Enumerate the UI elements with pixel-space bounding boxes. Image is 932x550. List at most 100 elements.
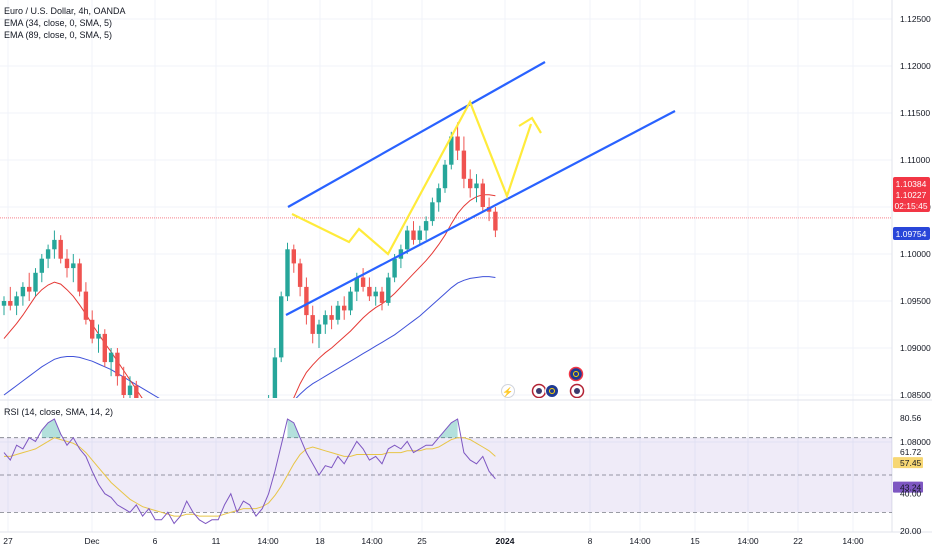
time-tick-label: Dec (84, 536, 100, 546)
channel-lower-line[interactable] (285, 110, 676, 316)
channel-upper-line[interactable] (287, 61, 546, 208)
candle (310, 305, 315, 344)
lightning-event-icon[interactable] (501, 384, 515, 398)
price-tags: 1.10384 1.10227 02:15:45 1.09754 (893, 177, 930, 240)
candle (436, 183, 441, 212)
price-tick-label: 1.09500 (900, 296, 931, 306)
rsi-value-tag (893, 457, 923, 469)
rsi-tick-label: 80.56 (900, 413, 922, 423)
candle (373, 286, 378, 306)
ema-89-path (3, 276, 496, 398)
ema89-legend[interactable]: EMA (89, close, 0, SMA, 5) (4, 30, 113, 40)
candle (291, 244, 296, 273)
candle (71, 254, 76, 283)
ema-89-line (3, 276, 496, 398)
candle (83, 282, 89, 325)
candle (304, 277, 309, 325)
candle (279, 291, 284, 363)
price-tick-label: 1.08000 (900, 437, 931, 447)
candle (379, 286, 385, 311)
time-tick-label: 6 (153, 536, 158, 546)
time-tick-label: 25 (417, 536, 427, 546)
candle (423, 216, 429, 240)
price-tick-label: 1.12000 (900, 61, 931, 71)
eu-flag-event-icon-2[interactable] (568, 366, 584, 382)
time-tick-label: 18 (315, 536, 325, 546)
candle (285, 242, 290, 301)
eu-flag-event-icon[interactable] (545, 384, 559, 398)
time-tick-label: 14:00 (629, 536, 651, 546)
candle (367, 277, 372, 301)
candle (58, 235, 63, 264)
ema34-legend[interactable]: EMA (34, close, 0, SMA, 5) (4, 18, 113, 28)
candle (386, 272, 391, 306)
candle (405, 225, 410, 254)
candle (115, 348, 120, 386)
rsi-value-tag (893, 481, 923, 493)
candle (20, 282, 26, 306)
grid-lines (0, 0, 892, 532)
current-price-tag (893, 177, 930, 212)
price-tick-label: 1.11000 (900, 155, 930, 165)
candle (417, 225, 422, 245)
rsi-tick-label: 20.00 (900, 526, 922, 536)
candle (102, 329, 107, 367)
candle (96, 324, 101, 353)
time-tick-label: 27 (3, 536, 13, 546)
candle (64, 249, 70, 278)
candle (316, 319, 322, 348)
rsi-levels (0, 437, 892, 513)
candle (121, 366, 126, 398)
price-tick-label: 1.11500 (900, 108, 930, 118)
candle (134, 380, 139, 398)
rsi-legend[interactable]: RSI (14, close, SMA, 14, 2) (4, 407, 114, 417)
candle (442, 160, 448, 193)
candle (272, 348, 278, 398)
event-icons[interactable]: ⚡ (501, 366, 585, 399)
rsi-tick-label: 43.24 (900, 483, 922, 493)
svg-text:⚡: ⚡ (502, 386, 513, 398)
candle (342, 296, 347, 320)
price-tick-label: 1.09000 (900, 343, 931, 353)
time-tick-label: 14:00 (361, 536, 383, 546)
price-tick-label: 1.08500 (900, 390, 931, 400)
time-tick-label: 2024 (496, 536, 515, 546)
candle (335, 301, 341, 325)
time-tick-label: 11 (212, 536, 221, 546)
candle (468, 169, 473, 198)
time-tick-label: 14:00 (257, 536, 279, 546)
rsi-overbought-fill (41, 419, 458, 438)
rsi-tick-label: 40.00 (900, 489, 922, 499)
price-tick-label: 1.12500 (900, 14, 931, 24)
time-tick-label: 22 (793, 536, 803, 546)
time-axis[interactable]: 27 Dec 6 11 14:00 18 14:00 25 2024 8 14:00 15 14:00 2… (3, 536, 864, 546)
candle (33, 268, 38, 297)
candle (480, 178, 485, 212)
second-price-label: 1.10227 (896, 190, 927, 200)
candle (461, 136, 467, 189)
candle (14, 291, 19, 316)
pattern-zigzag[interactable] (291, 99, 533, 256)
candle (52, 230, 57, 259)
rsi-tick-label: 61.72 (900, 447, 922, 457)
candle (455, 122, 460, 160)
time-tick-label: 15 (690, 536, 700, 546)
symbol-title[interactable]: Euro / U.S. Dollar, 4h, OANDA (4, 6, 126, 16)
time-tick-label: 14:00 (737, 536, 759, 546)
rsi-ma-path (4, 437, 496, 517)
rsi-path (3, 418, 496, 525)
ema89-price-tag (893, 227, 930, 240)
candle (27, 272, 32, 301)
rsi-ma-line (4, 437, 496, 517)
candle (297, 258, 303, 297)
candle (430, 197, 435, 226)
candle (329, 305, 334, 330)
ema89-price-label: 1.09754 (896, 229, 927, 239)
pattern-arrowhead (518, 116, 542, 134)
candle (474, 174, 479, 203)
candle (108, 348, 114, 377)
candle (127, 376, 133, 398)
candle (8, 286, 13, 311)
